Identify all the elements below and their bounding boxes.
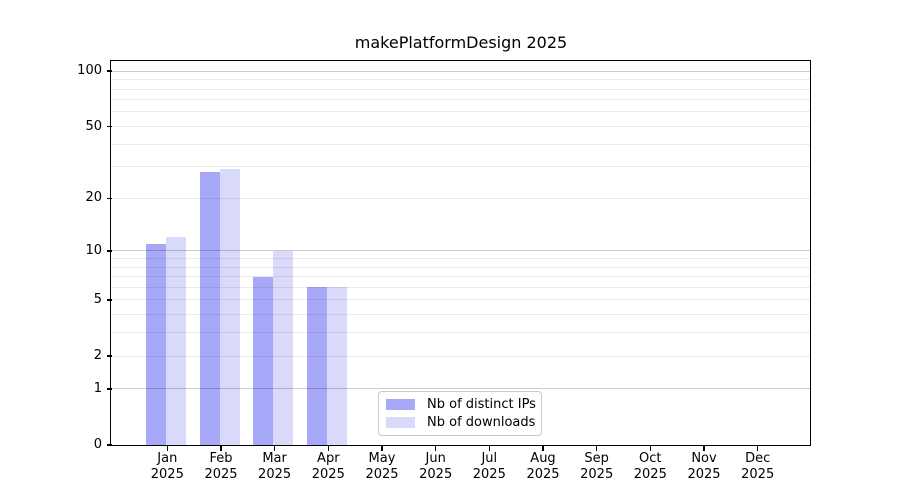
y-axis-tick: [107, 198, 112, 200]
legend-swatch-distinct-ips: [386, 399, 415, 410]
minor-gridline: [112, 99, 810, 100]
y-tick-label: 100: [54, 63, 102, 79]
bar-downloads-mar: [273, 251, 293, 445]
chart-figure: makePlatformDesign 2025 0125102050100Jan…: [0, 0, 900, 500]
y-axis-tick: [107, 299, 112, 301]
major-gridline: [112, 250, 810, 251]
minor-gridline: [112, 166, 810, 167]
bar-distinct-ips-apr: [307, 287, 327, 445]
bar-downloads-apr: [327, 287, 347, 445]
legend-item-downloads: Nb of downloads: [386, 415, 534, 430]
y-tick-label: 5: [54, 292, 102, 308]
y-axis-tick: [107, 355, 112, 357]
y-axis-tick: [107, 126, 112, 128]
plot-area: [112, 62, 810, 445]
bar-downloads-feb: [220, 169, 240, 445]
y-axis-tick: [107, 250, 112, 252]
legend-item-distinct-ips: Nb of distinct IPs: [386, 397, 534, 412]
y-tick-label: 0: [54, 437, 102, 453]
legend-label-downloads: Nb of downloads: [427, 415, 535, 430]
y-tick-label: 1: [54, 381, 102, 397]
minor-gridline: [112, 79, 810, 80]
legend-label-distinct-ips: Nb of distinct IPs: [427, 397, 536, 412]
minor-gridline: [112, 314, 810, 315]
x-tick-label-dec: Dec 2025: [726, 451, 790, 483]
minor-gridline: [112, 287, 810, 288]
minor-gridline: [112, 299, 810, 300]
legend-swatch-downloads: [386, 417, 415, 428]
minor-gridline: [112, 111, 810, 112]
minor-gridline: [112, 267, 810, 268]
y-tick-label: 2: [54, 348, 102, 364]
minor-gridline: [112, 89, 810, 90]
y-axis-tick: [107, 388, 112, 390]
y-axis-tick: [107, 444, 112, 446]
bar-downloads-jan: [166, 237, 186, 445]
bar-distinct-ips-jan: [146, 244, 166, 445]
minor-gridline: [112, 332, 810, 333]
minor-gridline: [112, 356, 810, 357]
y-axis-tick: [107, 70, 112, 72]
minor-gridline: [112, 126, 810, 127]
minor-gridline: [112, 198, 810, 199]
major-gridline: [112, 388, 810, 389]
y-tick-label: 10: [54, 243, 102, 259]
y-tick-label: 20: [54, 190, 102, 206]
minor-gridline: [112, 258, 810, 259]
y-tick-label: 50: [54, 119, 102, 135]
minor-gridline: [112, 144, 810, 145]
bar-distinct-ips-feb: [200, 172, 220, 445]
bar-distinct-ips-mar: [253, 277, 273, 446]
minor-gridline: [112, 276, 810, 277]
major-gridline: [112, 71, 810, 72]
legend: Nb of distinct IPs Nb of downloads: [378, 391, 542, 436]
chart-title: makePlatformDesign 2025: [112, 33, 810, 52]
